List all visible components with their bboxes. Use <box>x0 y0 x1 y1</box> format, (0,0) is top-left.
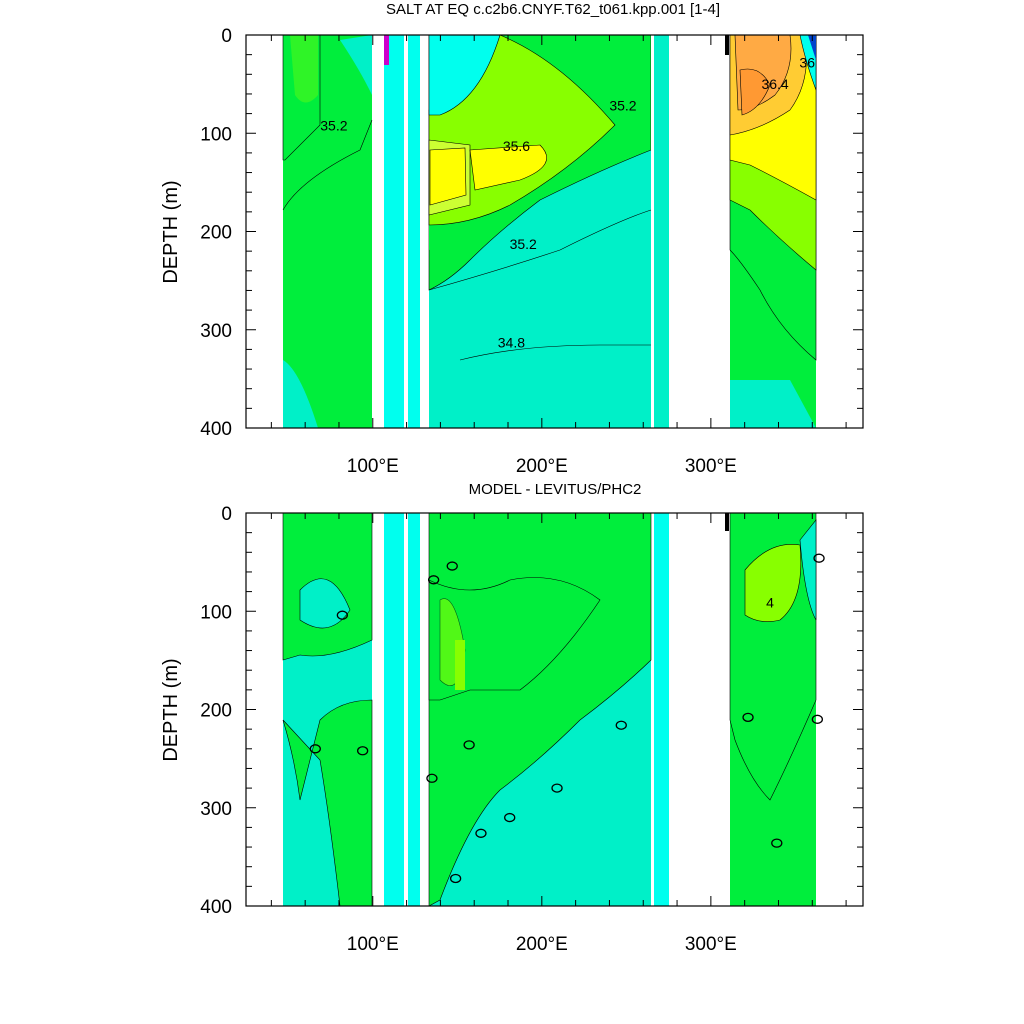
contour-field <box>282 513 817 906</box>
y-tick-label: 100 <box>200 124 232 145</box>
contour-label: 35.2 <box>609 98 636 114</box>
y-tick-label: 400 <box>200 419 232 440</box>
zero-contour-label <box>427 575 440 585</box>
x-axis: 100°E 200°E 300°E <box>270 35 847 477</box>
contour-labels: 35.2 35.6 35.2 35.2 34.8 36.4 36 <box>320 54 815 350</box>
panel-model-minus-levitus: MODEL - LEVITUS/PHC2 DEPTH (m) 100°E 200°… <box>160 481 864 955</box>
zero-contour-label <box>356 746 369 756</box>
panel-salinity: SALT AT EQ c.c2b6.CNYF.T62_t061.kpp.001 … <box>160 1 864 477</box>
y-axis-label: DEPTH (m) <box>160 658 182 761</box>
x-tick-label: 100°E <box>347 456 399 477</box>
y-tick-label: 300 <box>200 321 232 342</box>
y-tick-label: 0 <box>221 26 232 47</box>
zero-contour-label <box>771 838 783 848</box>
contour-label: 36 <box>799 54 815 70</box>
x-tick-label: 300°E <box>685 456 737 477</box>
y-axis: 0 100 200 300 400 <box>200 26 863 440</box>
y-axis-label: DEPTH (m) <box>160 180 182 283</box>
panel-title: MODEL - LEVITUS/PHC2 <box>469 481 642 498</box>
zero-contour-label <box>504 812 516 823</box>
zero-contour-label <box>463 740 475 750</box>
contour-label: 36.4 <box>761 76 788 92</box>
zero-contour-label <box>811 714 824 724</box>
contour-label: 35.6 <box>503 138 530 154</box>
zero-contour-label <box>615 720 627 730</box>
panel-title: SALT AT EQ c.c2b6.CNYF.T62_t061.kpp.001 … <box>386 1 720 18</box>
y-tick-label: 200 <box>200 701 232 722</box>
zero-contour-label <box>742 712 754 723</box>
zero-contour-marks <box>309 553 825 884</box>
zero-contour-label <box>309 744 321 754</box>
x-tick-label: 200°E <box>516 934 568 955</box>
contour-label: 34.8 <box>498 334 525 350</box>
contour-labels: 4 <box>766 594 774 610</box>
contour-field <box>282 35 817 428</box>
x-tick-label: 300°E <box>685 934 737 955</box>
zero-contour-label <box>446 561 458 571</box>
x-tick-label: 100°E <box>347 934 399 955</box>
y-tick-label: 200 <box>200 223 232 244</box>
zero-contour-label <box>551 783 563 793</box>
zero-contour-label <box>449 873 462 884</box>
x-axis: 100°E 200°E 300°E <box>270 513 847 955</box>
x-tick-label: 200°E <box>516 456 568 477</box>
y-tick-label: 400 <box>200 897 232 918</box>
contour-label: 4 <box>766 594 774 610</box>
contour-label: 35.2 <box>510 236 537 252</box>
zero-contour-label <box>426 773 438 783</box>
contour-label: 35.2 <box>320 117 347 133</box>
y-tick-label: 0 <box>221 504 232 525</box>
zero-contour-label <box>813 553 825 563</box>
zero-contour-label <box>336 610 349 620</box>
y-tick-label: 300 <box>200 799 232 820</box>
y-axis: 0 100 200 300 400 <box>200 504 863 918</box>
y-tick-label: 100 <box>200 602 232 623</box>
zero-contour-label <box>475 828 487 838</box>
